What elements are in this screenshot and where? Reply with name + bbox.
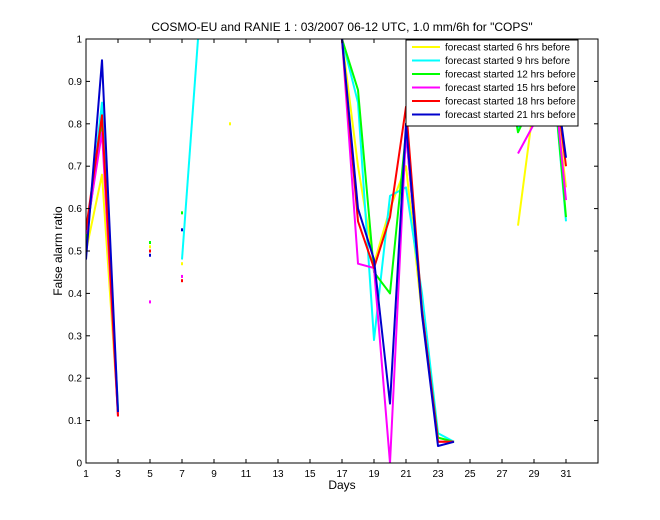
y-tick-label: 0.5 xyxy=(68,247,82,258)
series-point xyxy=(149,245,151,249)
x-tick-label: 23 xyxy=(432,469,444,480)
x-tick-label: 9 xyxy=(211,469,217,480)
x-tick-label: 3 xyxy=(115,469,121,480)
series-group xyxy=(86,39,567,463)
series-point xyxy=(181,279,183,283)
y-tick-label: 0.6 xyxy=(68,204,82,215)
y-tick-label: 0.2 xyxy=(68,374,82,385)
x-tick-label: 17 xyxy=(336,469,348,480)
y-tick-label: 0.9 xyxy=(68,77,82,88)
y-tick-label: 0.7 xyxy=(68,162,82,173)
x-tick-label: 7 xyxy=(179,469,185,480)
legend-box xyxy=(405,39,579,127)
y-tick-label: 0.3 xyxy=(68,331,82,342)
series-point xyxy=(181,274,183,278)
series-point xyxy=(181,262,183,266)
series-point xyxy=(181,211,183,215)
legend-entry: forecast started 9 hrs before xyxy=(445,56,571,67)
x-tick-label: 19 xyxy=(368,469,380,480)
y-tick-label: 1 xyxy=(76,35,82,46)
x-tick-label: 29 xyxy=(528,469,540,480)
y-tick-label: 0.8 xyxy=(68,119,82,130)
series-point xyxy=(149,300,151,304)
y-tick-label: 0.1 xyxy=(68,416,82,427)
x-tick-label: 1 xyxy=(83,469,89,480)
x-tick-label: 27 xyxy=(496,469,508,480)
legend-entry: forecast started 12 hrs before xyxy=(445,70,576,81)
x-tick-label: 25 xyxy=(464,469,476,480)
x-tick-label: 13 xyxy=(272,469,284,480)
x-tick-label: 11 xyxy=(241,469,252,480)
x-tick-label: 21 xyxy=(400,469,412,480)
series-line xyxy=(341,39,455,447)
x-axis-label: Days xyxy=(328,478,355,492)
legend-entry: forecast started 6 hrs before xyxy=(445,43,571,54)
ticks-layer: 1 3 5 7 9 11 13 15 17 19 21 23 25 27 29 3100.10.20.30.4… xyxy=(68,35,598,480)
legend-entry: forecast started 18 hrs before xyxy=(445,97,576,108)
legend: forecast started 6 hrs before forecast st… xyxy=(405,39,579,127)
series-point xyxy=(149,249,151,253)
series-point xyxy=(229,122,231,126)
y-tick-label: 0.4 xyxy=(68,289,82,300)
legend-entry: forecast started 21 hrs before xyxy=(445,110,576,121)
series-point xyxy=(149,241,151,245)
y-tick-label: 0 xyxy=(76,459,82,470)
legend-entry: forecast started 15 hrs before xyxy=(445,83,576,94)
x-tick-label: 5 xyxy=(147,469,153,480)
series-layer xyxy=(86,39,567,463)
chart-title: COSMO-EU and RANIE 1 : 03/2007 06-12 UTC… xyxy=(151,20,532,34)
x-tick-label: 15 xyxy=(304,469,316,480)
series-line xyxy=(181,39,199,260)
y-axis-label: False alarm ratio xyxy=(51,206,65,296)
series-point xyxy=(149,253,151,257)
series-point xyxy=(181,228,183,232)
series-line xyxy=(86,59,119,413)
x-tick-label: 31 xyxy=(560,469,572,480)
